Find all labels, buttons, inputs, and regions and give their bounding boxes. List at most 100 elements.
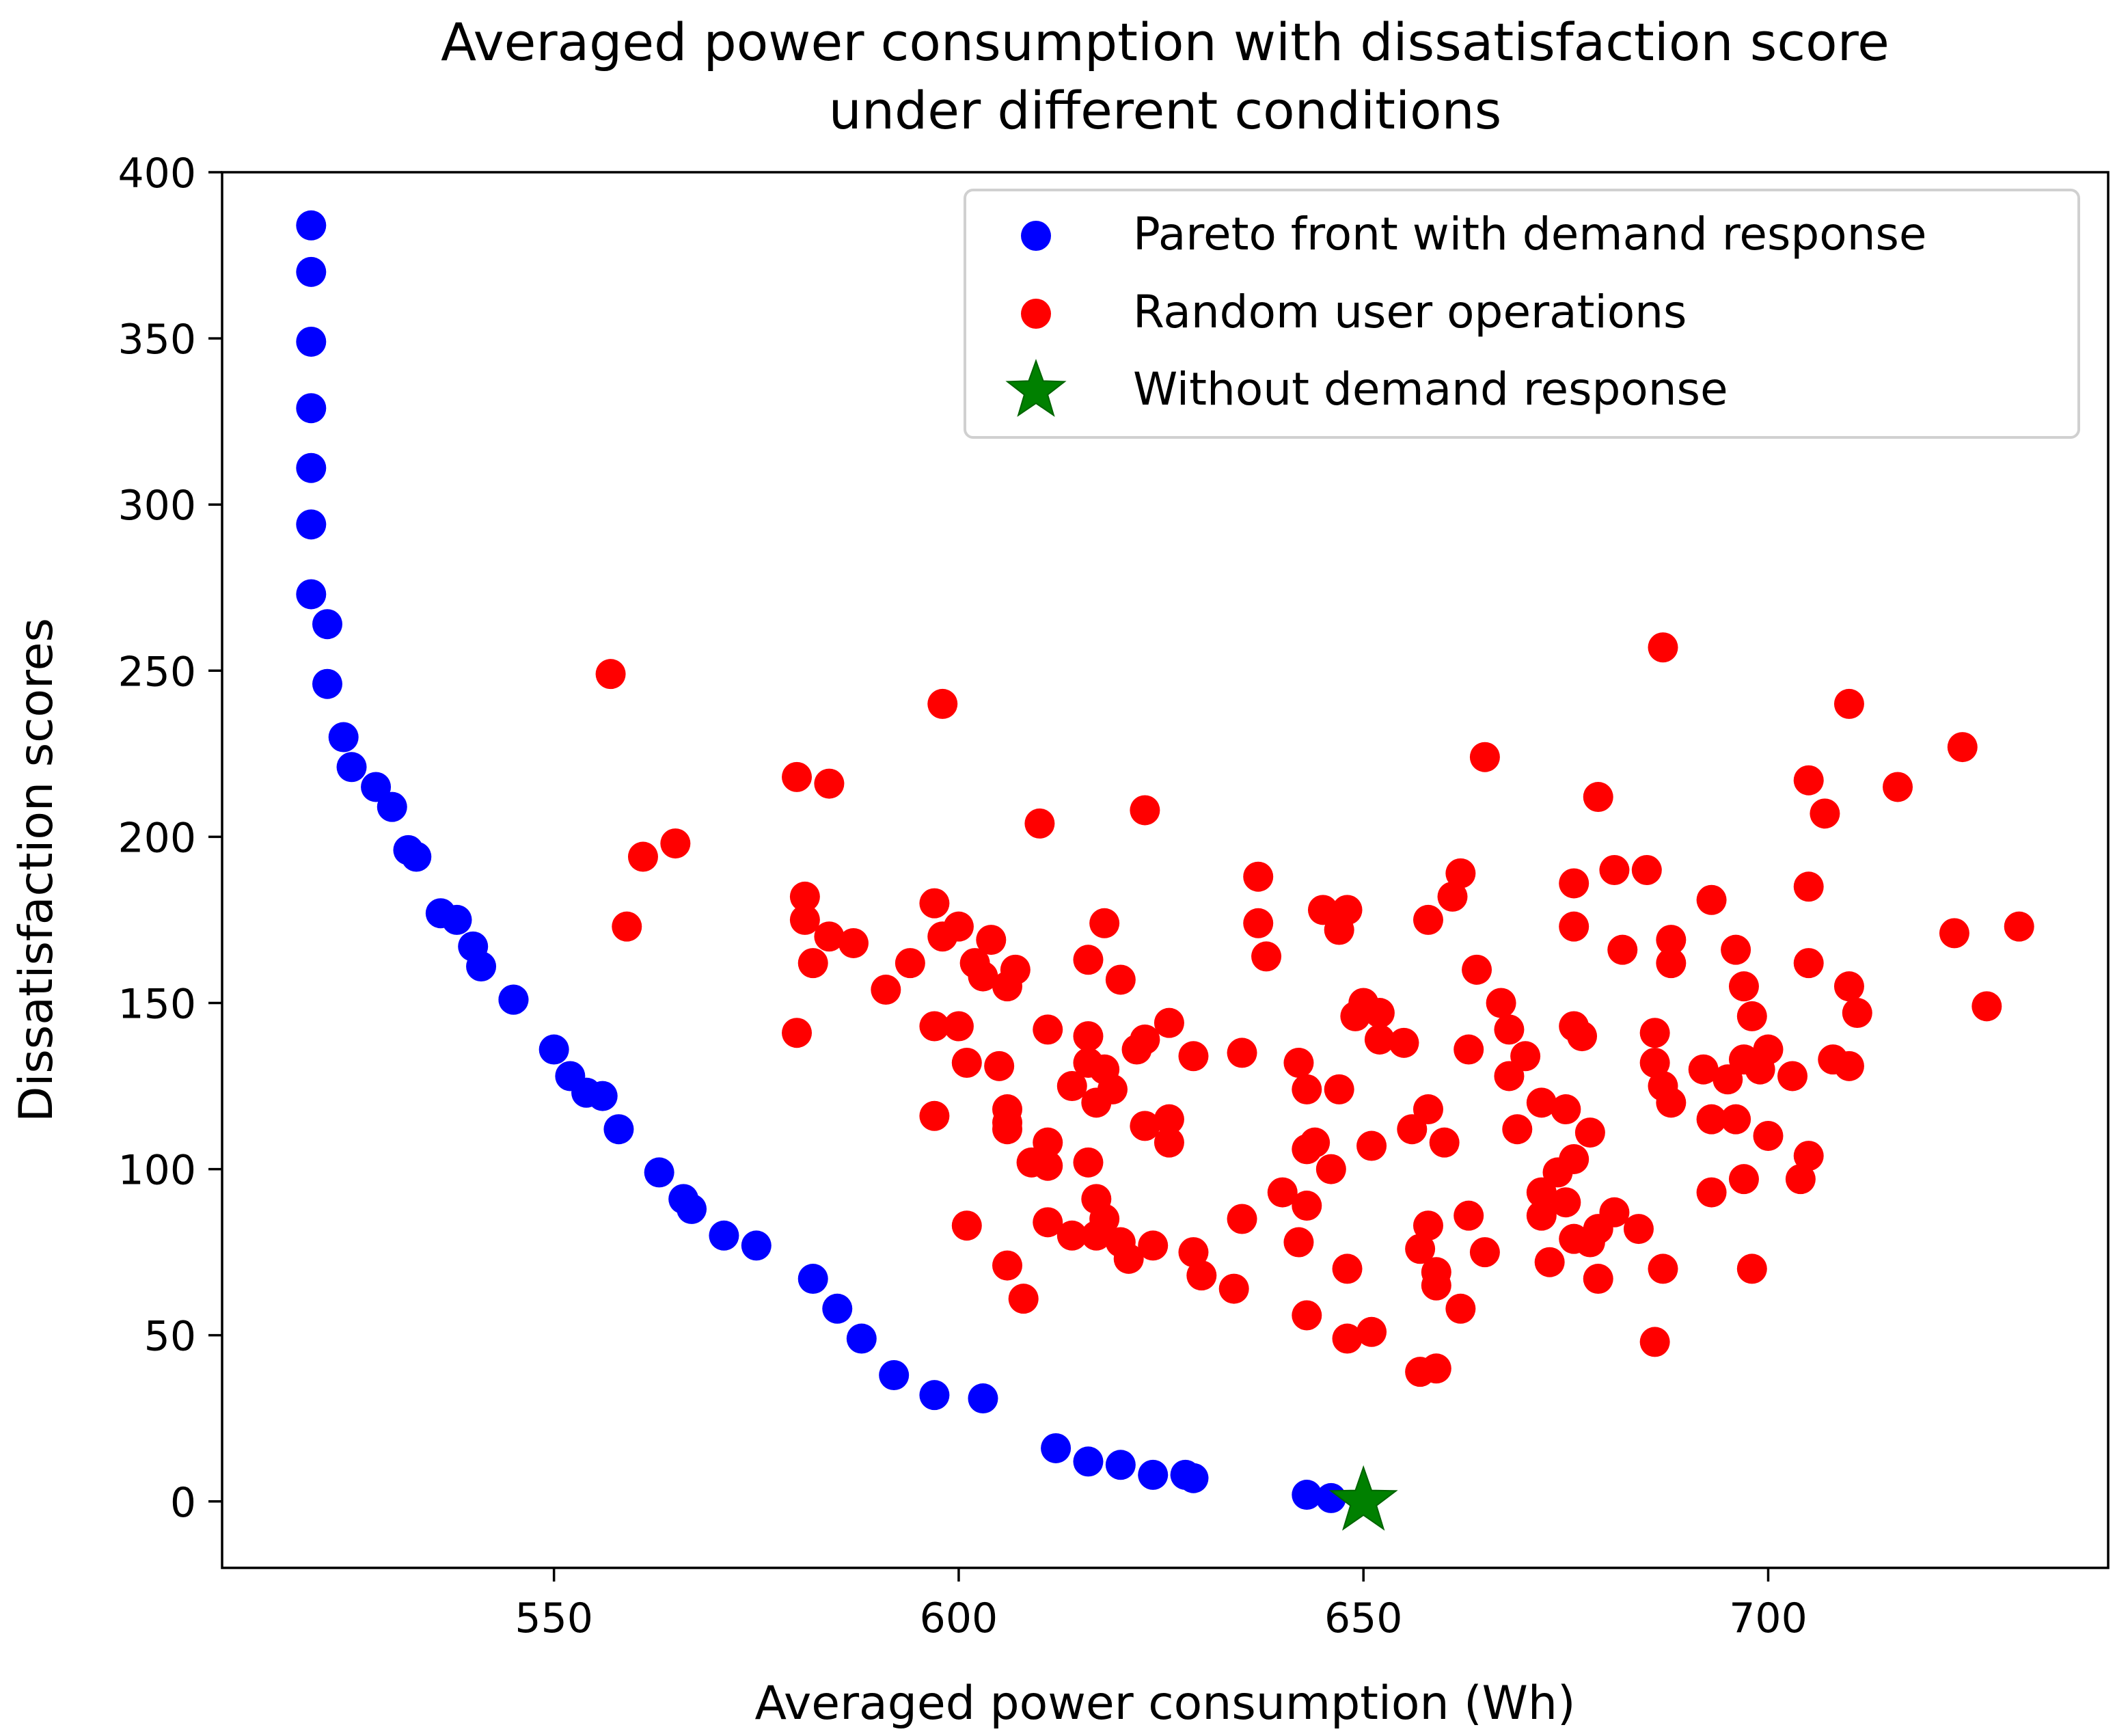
data-point	[1696, 884, 1727, 915]
data-point	[1073, 945, 1104, 975]
data-point	[1024, 808, 1055, 839]
data-point	[1745, 1054, 1775, 1085]
data-point	[1178, 1463, 1209, 1493]
legend-box	[964, 189, 2080, 439]
data-point	[1421, 1353, 1451, 1384]
data-point	[1105, 964, 1136, 995]
series-0	[296, 210, 1346, 1513]
data-point	[1033, 1150, 1063, 1181]
data-point	[361, 772, 392, 802]
data-point	[1599, 855, 1630, 885]
data-point	[1154, 1007, 1184, 1038]
data-point	[1639, 1047, 1670, 1078]
data-point	[1397, 1114, 1428, 1145]
y-tick-label: 0	[170, 1479, 196, 1527]
data-point	[1324, 1074, 1354, 1104]
data-point	[951, 1047, 982, 1078]
data-point	[296, 256, 327, 287]
data-point	[1138, 1230, 1169, 1261]
data-point	[1793, 765, 1824, 796]
data-point	[1494, 1014, 1525, 1045]
data-point	[1574, 1227, 1605, 1258]
data-point	[1130, 1111, 1160, 1141]
data-point	[943, 911, 974, 942]
data-point	[1445, 1293, 1476, 1324]
data-point	[1713, 1064, 1743, 1095]
data-point	[296, 452, 327, 483]
y-tick-label: 300	[118, 482, 196, 530]
data-point	[1534, 1247, 1565, 1277]
data-point	[1728, 1164, 1759, 1195]
data-point	[1178, 1041, 1209, 1072]
data-point	[1154, 1104, 1184, 1135]
data-point	[312, 668, 342, 699]
data-point	[498, 984, 529, 1015]
data-point	[312, 609, 342, 640]
data-point	[441, 904, 472, 935]
y-axis-ticks: 0 50 100 150 200 250 300 350 400	[118, 150, 222, 1527]
data-point	[1130, 795, 1160, 826]
data-point	[1364, 998, 1395, 1029]
data-point	[1364, 1024, 1395, 1055]
data-point	[976, 925, 1007, 955]
data-point	[538, 1034, 569, 1065]
data-point	[1623, 1214, 1654, 1245]
data-point	[1656, 1087, 1687, 1118]
data-point	[919, 1011, 950, 1042]
data-point	[1494, 1061, 1525, 1091]
data-point	[1218, 1273, 1249, 1304]
data-point	[1688, 1054, 1719, 1085]
data-point	[296, 579, 327, 610]
data-point	[1283, 1047, 1314, 1078]
legend-label-pareto: Pareto front with demand response	[1133, 208, 1927, 260]
data-point	[1041, 1433, 1072, 1463]
data-point	[1583, 782, 1613, 813]
y-tick-label: 200	[118, 814, 196, 862]
data-point	[1526, 1177, 1557, 1208]
data-point	[1833, 971, 1864, 1002]
plot-points	[296, 210, 2034, 1531]
data-point	[1696, 1177, 1727, 1208]
data-point	[1000, 954, 1031, 985]
data-point	[1656, 925, 1687, 955]
data-point	[603, 1114, 634, 1145]
data-point	[789, 904, 820, 935]
data-point	[1721, 934, 1751, 965]
data-point	[822, 1293, 853, 1324]
data-point	[1178, 1237, 1209, 1268]
data-point	[401, 841, 432, 872]
data-point	[741, 1230, 772, 1261]
data-point	[871, 975, 901, 1005]
legend-marker-random	[1021, 299, 1051, 329]
data-point	[1971, 991, 2002, 1022]
x-axis-ticks: 550 600 650 700	[515, 1568, 1807, 1642]
y-tick-label: 350	[118, 316, 196, 364]
data-point	[1559, 911, 1589, 942]
data-point	[612, 911, 642, 942]
data-point	[1454, 1200, 1484, 1231]
data-point	[1810, 798, 1840, 829]
data-point	[1267, 1177, 1298, 1208]
data-point	[1486, 988, 1516, 1018]
data-point	[1243, 908, 1274, 938]
data-point	[296, 509, 327, 540]
data-point	[797, 948, 828, 979]
data-point	[814, 768, 845, 799]
chart-title-line-1: Averaged power consumption with dissatis…	[441, 12, 1889, 72]
data-point	[1008, 1284, 1039, 1314]
data-point	[1073, 1446, 1104, 1477]
data-point	[296, 393, 327, 424]
data-point	[919, 1100, 950, 1131]
data-point	[1089, 908, 1120, 938]
data-point	[1445, 858, 1476, 889]
data-point	[1469, 1237, 1500, 1268]
data-point	[1551, 1094, 1581, 1125]
data-point	[1097, 1074, 1128, 1104]
legend-marker-pareto	[1021, 221, 1051, 251]
data-point	[1292, 1480, 1322, 1510]
data-point	[1113, 1243, 1144, 1274]
x-tick-label: 600	[920, 1595, 998, 1642]
data-point	[992, 1250, 1023, 1281]
data-point	[968, 1383, 998, 1414]
